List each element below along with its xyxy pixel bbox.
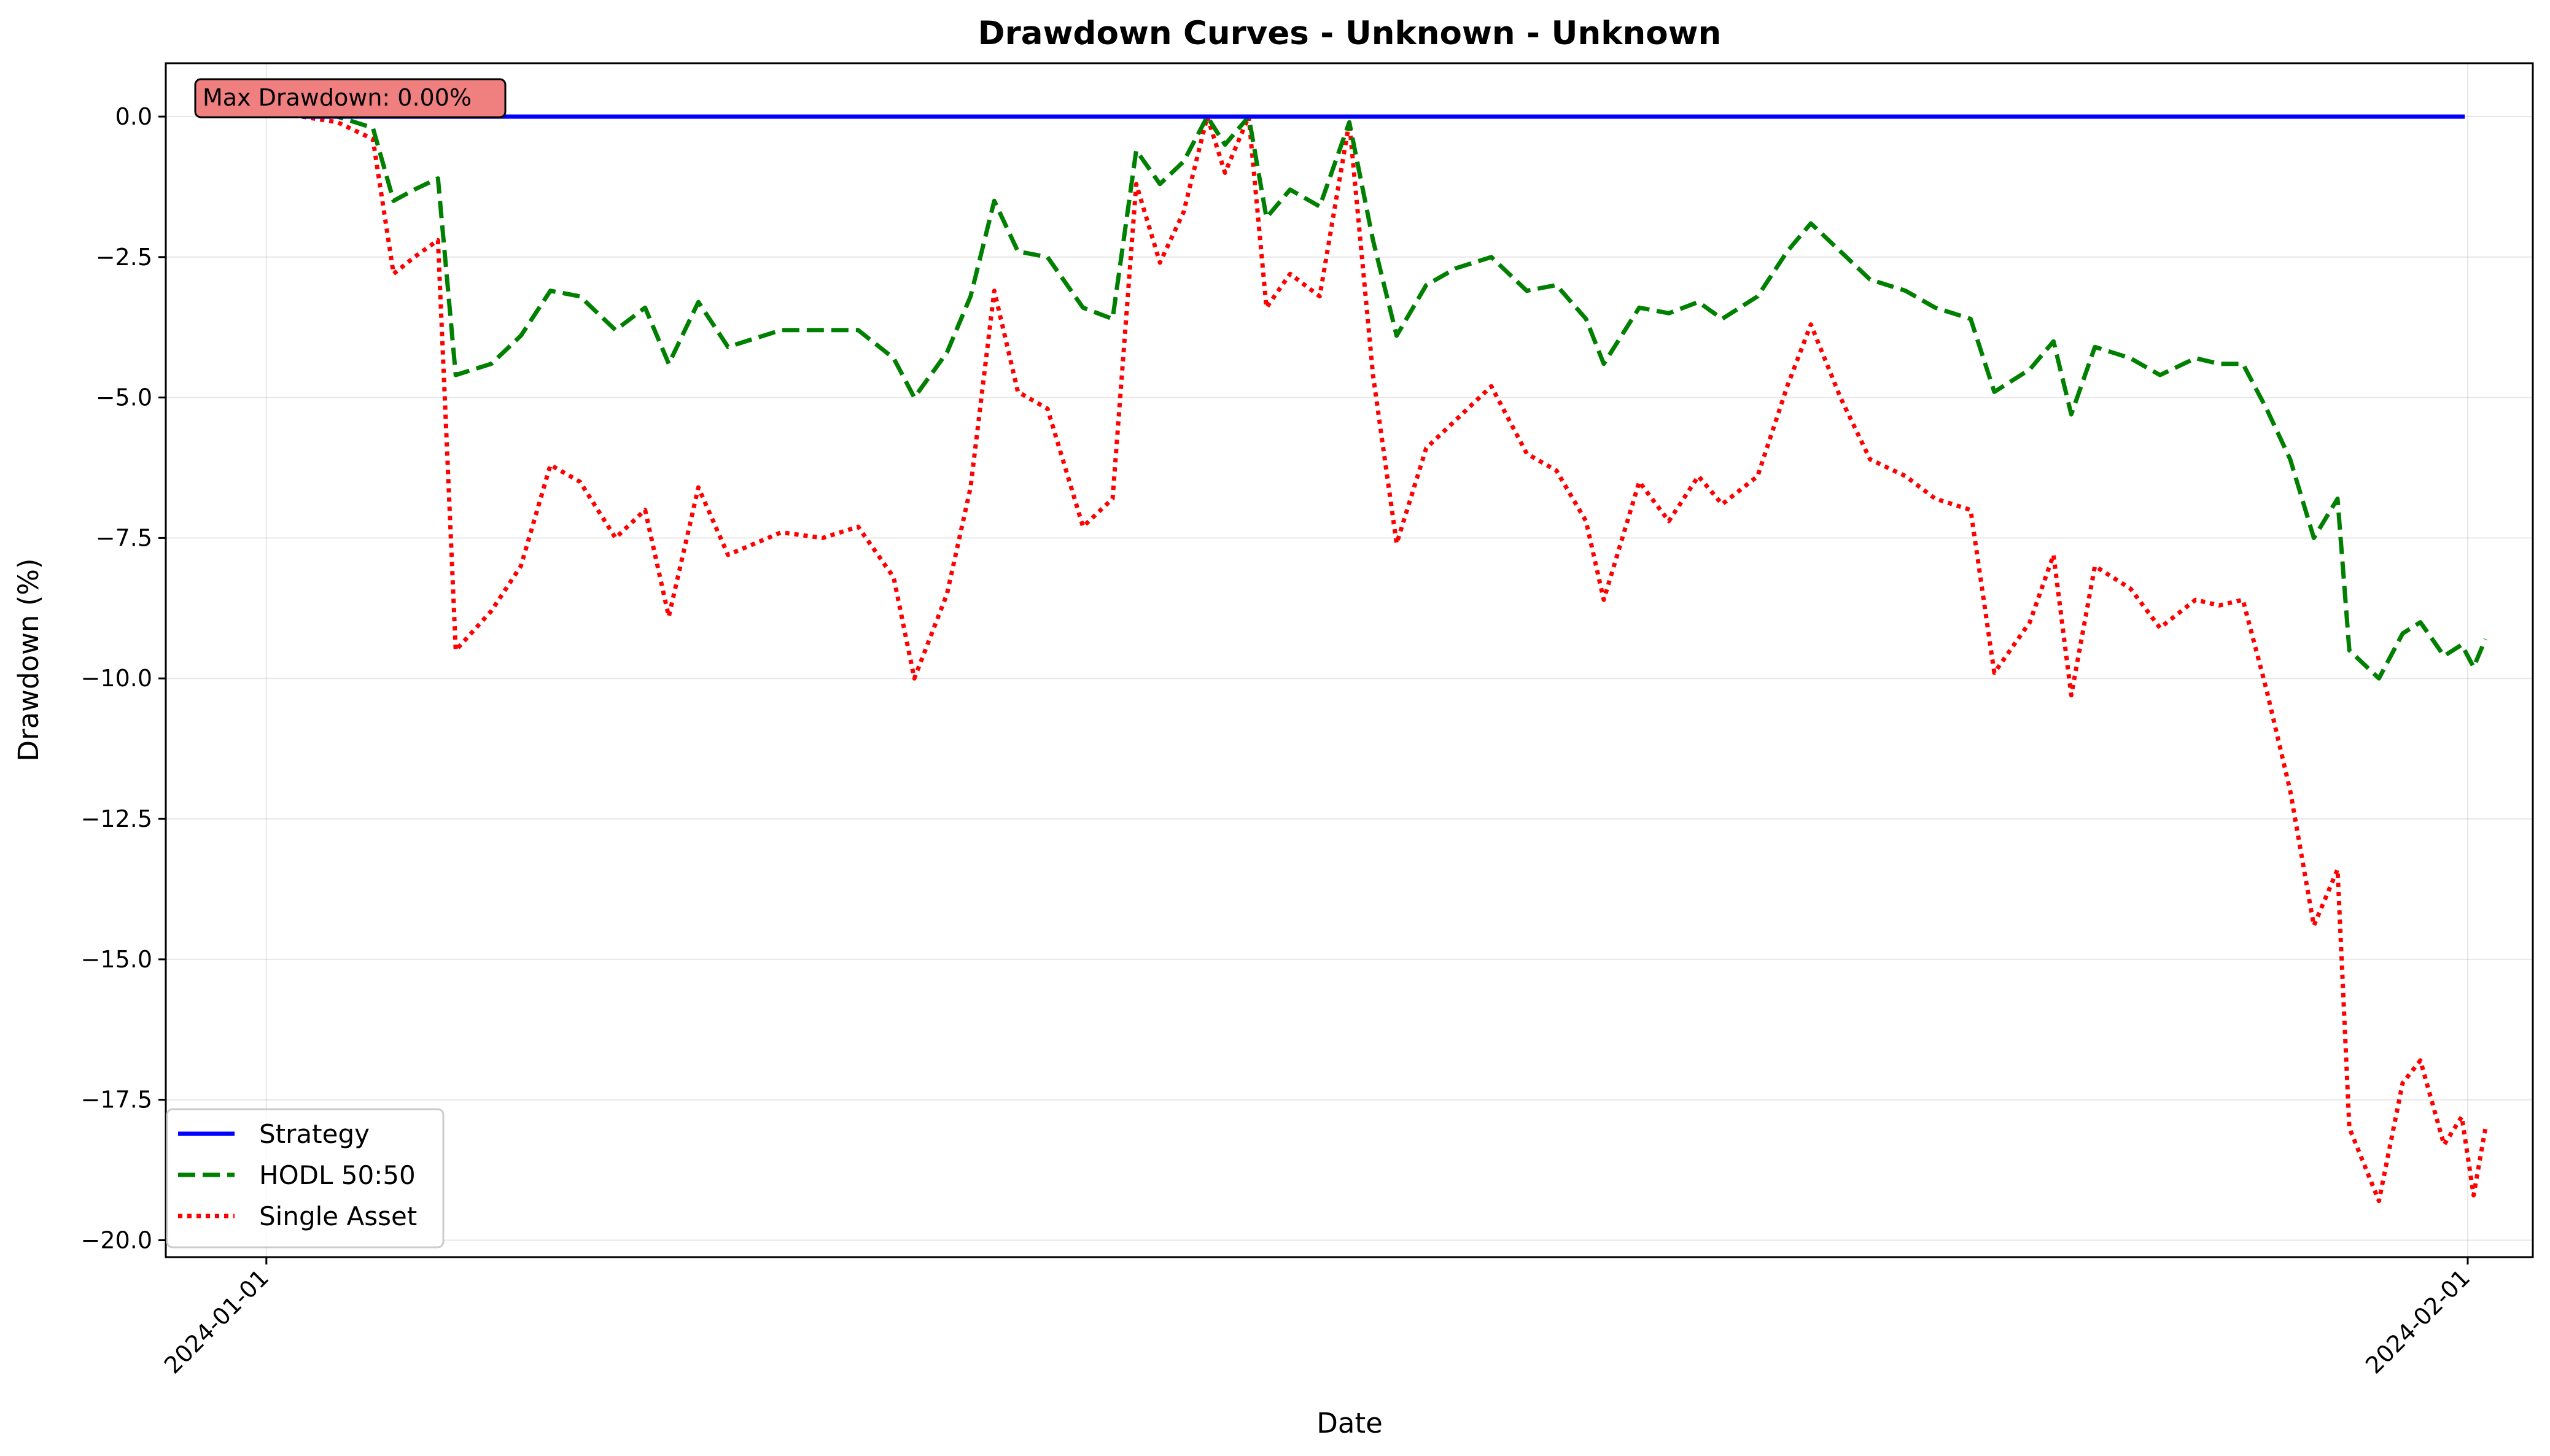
y-tick-label: −20.0 <box>81 1227 152 1254</box>
y-tick-label: −7.5 <box>96 524 152 551</box>
series-layer <box>301 114 2488 1203</box>
series-single-asset-line <box>301 114 2488 1203</box>
series-hodl-line <box>301 114 2488 681</box>
legend-box <box>166 1108 445 1249</box>
y-tick-label: −2.5 <box>96 244 152 271</box>
legend: Strategy HODL 50:50 Single Asset <box>166 1108 445 1249</box>
y-tick-label: −15.0 <box>81 946 152 973</box>
x-axis-label: Date <box>1316 1407 1383 1439</box>
legend-label-single-asset: Single Asset <box>259 1201 417 1231</box>
annotation-text: Max Drawdown: 0.00% <box>203 84 472 111</box>
legend-label-hodl: HODL 50:50 <box>259 1160 416 1190</box>
max-drawdown-annotation: Max Drawdown: 0.00% <box>194 78 507 118</box>
annotation-box <box>194 78 507 118</box>
y-tick-label: −5.0 <box>96 384 152 411</box>
y-tick-label: 0.0 <box>115 103 152 130</box>
y-tick-label: −17.5 <box>81 1086 152 1113</box>
legend-label-strategy: Strategy <box>259 1119 370 1149</box>
y-tick-label: −10.0 <box>81 665 152 692</box>
chart-title: Drawdown Curves - Unknown - Unknown <box>978 15 1722 52</box>
y-tick-label: −12.5 <box>81 805 152 832</box>
plot-frame <box>165 62 2534 1258</box>
y-axis-label: Drawdown (%) <box>12 558 45 761</box>
